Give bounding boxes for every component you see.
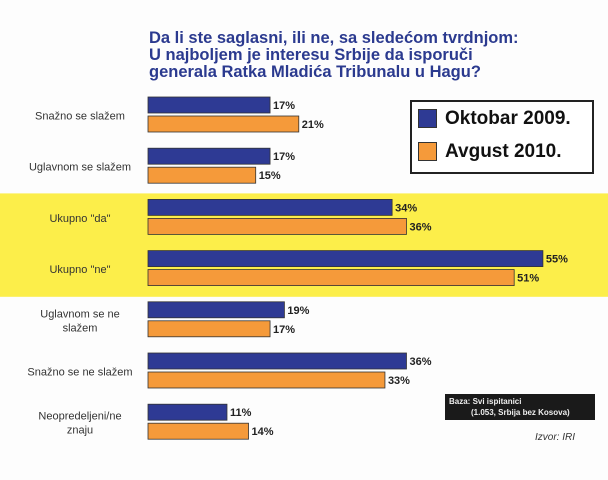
data-label: 11%: [230, 407, 252, 419]
bar: [147, 250, 544, 268]
data-label: 17%: [273, 151, 295, 163]
data-label: 55%: [546, 254, 568, 266]
bar: [147, 166, 257, 184]
legend-swatch: [418, 142, 437, 161]
category-label: Snažno se ne slažem: [27, 367, 132, 379]
data-label: 33%: [388, 375, 410, 387]
bar: [147, 320, 271, 338]
bar: [147, 147, 271, 165]
category-label: znaju: [67, 425, 93, 437]
data-label: 15%: [259, 170, 281, 182]
bar: [147, 115, 300, 133]
bar: [147, 198, 393, 216]
category-label: Neopredeljeni/ne: [38, 411, 121, 423]
title-line: U najboljem je interesu Srbije da isporu…: [149, 46, 473, 64]
data-label: 36%: [409, 356, 431, 368]
legend-label: Oktobar 2009.: [445, 107, 571, 129]
legend-item: Avgust 2010.: [412, 135, 592, 168]
note-line: (1.053, Srbija bez Kosova): [471, 408, 570, 417]
legend-item: Oktobar 2009.: [412, 102, 592, 135]
data-label: 21%: [302, 119, 324, 131]
bar: [147, 217, 407, 235]
legend: Oktobar 2009. Avgust 2010.: [410, 100, 594, 174]
bar: [147, 96, 271, 114]
chart-title: Da li ste saglasni, ili ne, sa sledećom …: [149, 30, 599, 81]
source-label: Izvor: IRI: [535, 432, 576, 443]
category-label: slažem: [63, 322, 98, 334]
data-label: 34%: [395, 202, 417, 214]
legend-label: Avgust 2010.: [445, 140, 562, 162]
note-line: Baza: Svi ispitanici: [449, 397, 522, 406]
bar: [147, 301, 285, 319]
category-label: Ukupno "ne": [49, 264, 110, 276]
data-label: 14%: [252, 426, 274, 438]
data-label: 36%: [409, 221, 431, 233]
data-label: 17%: [273, 324, 295, 336]
data-label: 19%: [287, 305, 309, 317]
bar: [147, 352, 407, 370]
bar: [147, 403, 228, 421]
base-note: Baza: Svi ispitanici (1.053, Srbija bez …: [445, 394, 595, 420]
category-label: Ukupno "da": [49, 213, 110, 225]
bar: [147, 422, 249, 440]
bar: [147, 269, 515, 287]
category-label: Snažno se slažem: [35, 111, 125, 123]
bar: [147, 371, 386, 389]
category-label: Uglavnom se slažem: [29, 162, 131, 174]
title-line: Da li ste saglasni, ili ne, sa sledećom …: [149, 29, 519, 47]
data-label: 51%: [517, 273, 539, 285]
data-label: 17%: [273, 100, 295, 112]
legend-swatch: [418, 109, 437, 128]
category-label: Uglavnom se ne: [40, 308, 120, 320]
title-line: generala Ratka Mladića Tribunalu u Hagu?: [149, 63, 481, 81]
